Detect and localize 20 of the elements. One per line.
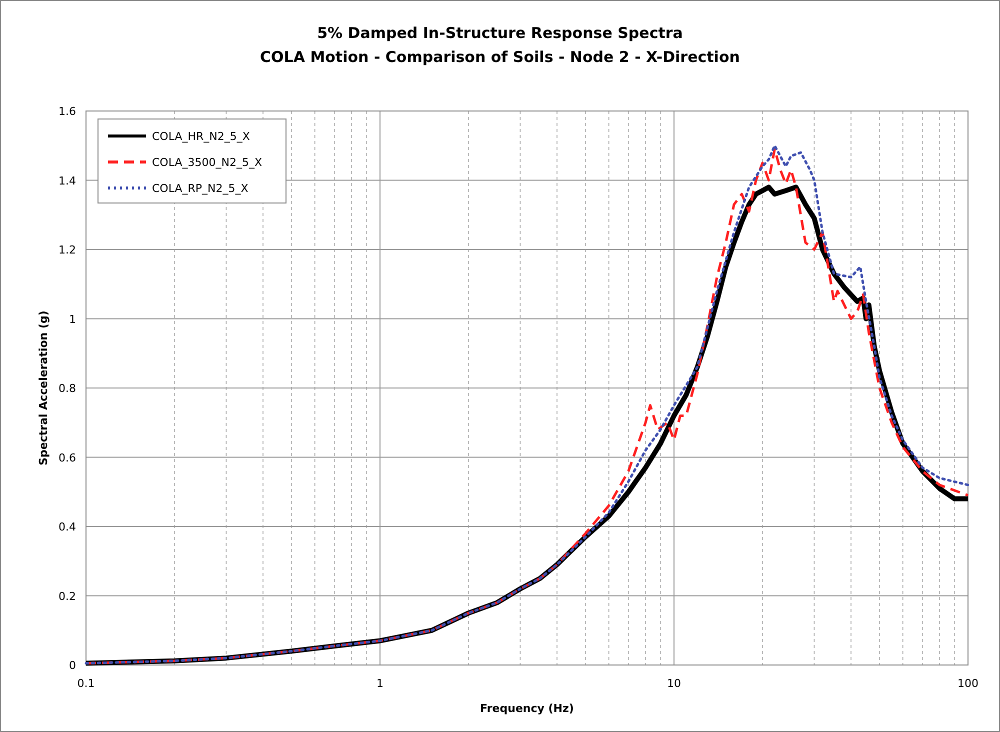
y-tick-label: 0.4: [58, 520, 76, 534]
x-tick-label: 10: [667, 677, 681, 690]
x-tick-label: 1: [376, 677, 384, 690]
chart-subtitle: COLA Motion - Comparison of Soils - Node 2 - X-Direction: [260, 48, 740, 66]
x-tick-label: 100: [958, 677, 978, 690]
y-tick-label: 0.2: [58, 590, 76, 603]
x-tick-label: 0.1: [77, 677, 95, 690]
y-tick-label: 1.6: [58, 105, 76, 118]
y-axis-title: Spectral Acceleration (g): [37, 310, 50, 466]
x-axis-title: Frequency (Hz): [480, 702, 574, 715]
legend-label: COLA_HR_N2_5_X: [152, 130, 250, 143]
y-tick-label: 0: [69, 659, 76, 672]
legend-label: COLA_3500_N2_5_X: [152, 156, 262, 169]
y-tick-label: 0.8: [58, 382, 76, 395]
y-tick-label: 0.6: [58, 451, 76, 464]
chart-title: 5% Damped In-Structure Response Spectra: [317, 24, 683, 42]
y-tick-label: 1.4: [58, 174, 76, 188]
legend-label: COLA_RP_N2_5_X: [152, 182, 249, 195]
y-tick-label: 1: [69, 312, 76, 326]
y-tick-label: 1.2: [58, 244, 76, 256]
